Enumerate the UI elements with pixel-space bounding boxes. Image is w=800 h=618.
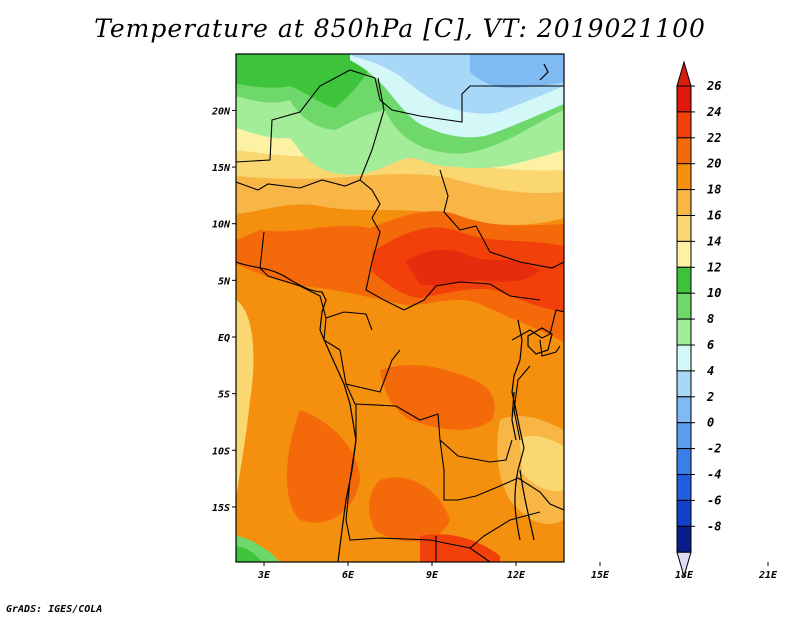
lat-label: 15N	[212, 163, 231, 174]
colorbar-bottom-arrow	[676, 551, 692, 578]
colorbar-label: 18	[707, 183, 721, 197]
colorbar-label: 16	[707, 209, 721, 223]
colorbar-swatch	[676, 370, 692, 398]
chart-title: Temperature at 850hPa [C], VT: 201902110…	[94, 14, 706, 43]
colorbar-label: 2	[706, 390, 714, 404]
colorbar-swatch	[676, 137, 692, 165]
colorbar-label: -8	[707, 519, 721, 533]
colorbar-label: -6	[707, 493, 721, 507]
lat-label: 15S	[212, 503, 230, 514]
colorbar-swatch	[676, 396, 692, 424]
colorbar-swatch	[676, 499, 692, 527]
colorbar-swatch	[676, 318, 692, 346]
colorbar-swatch	[676, 85, 692, 113]
colorbar-label: 12	[707, 260, 721, 274]
colorbar-swatch	[676, 448, 692, 476]
colorbar-label: 14	[707, 234, 721, 248]
colorbar-label: 0	[707, 416, 714, 430]
colorbar-label: 10	[707, 286, 721, 300]
colorbar-swatch	[676, 292, 692, 320]
colorbar-swatch	[676, 240, 692, 268]
colorbar-swatch	[676, 474, 692, 501]
colorbar-swatch	[676, 189, 692, 217]
colorbar-label: -4	[707, 468, 721, 482]
lat-label: 20N	[211, 106, 231, 117]
map-frame	[235, 53, 565, 563]
lat-label: 5N	[218, 276, 231, 287]
colorbar-label: 24	[706, 105, 721, 119]
lon-label: 15E	[591, 570, 610, 581]
colorbar-swatch	[676, 215, 692, 242]
colorbar-swatch	[676, 525, 692, 553]
colorbar-label: 26	[706, 79, 721, 93]
colorbar-swatch	[676, 163, 692, 191]
footer-credit: GrADS: IGES/COLA	[6, 604, 103, 615]
colorbar-label: 20	[706, 157, 721, 171]
lon-label: 12E	[507, 570, 526, 581]
colorbar-label: -2	[707, 442, 721, 456]
colorbar-top-arrow	[676, 60, 692, 87]
colorbar-label: 6	[707, 338, 714, 352]
colorbar-label: 4	[707, 364, 714, 378]
lat-label: 10S	[212, 446, 230, 457]
colorbar-label: 8	[707, 312, 714, 326]
lon-label: 3E	[257, 570, 271, 581]
colorbar-swatch	[676, 344, 692, 372]
lon-label: 6E	[342, 570, 355, 581]
colorbar-swatch	[676, 422, 692, 450]
latitude-labels: 20N 15N 10N 5N EQ 5S 10S 15S	[211, 106, 236, 514]
lon-label: 9E	[426, 570, 439, 581]
lon-label: 21E	[758, 570, 778, 581]
lat-label: EQ	[218, 333, 230, 344]
lat-label: 5S	[218, 390, 230, 401]
lat-label: 10N	[212, 220, 231, 231]
longitude-labels: 3E6E9E12E15E18E21E24E27E30E33E	[257, 562, 778, 581]
colorbar-swatch	[676, 266, 692, 294]
colorbar-label: 22	[706, 131, 721, 145]
colorbar-swatch	[676, 111, 692, 139]
coastlines	[236, 63, 553, 562]
